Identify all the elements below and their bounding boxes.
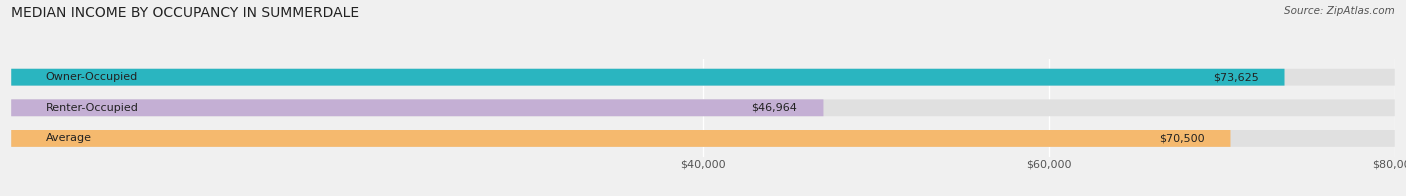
FancyBboxPatch shape [11,99,1395,116]
FancyBboxPatch shape [11,99,824,116]
Text: $70,500: $70,500 [1159,133,1205,143]
Text: Source: ZipAtlas.com: Source: ZipAtlas.com [1284,6,1395,16]
FancyBboxPatch shape [11,130,1395,147]
Text: $46,964: $46,964 [752,103,797,113]
FancyBboxPatch shape [11,130,1230,147]
Text: Owner-Occupied: Owner-Occupied [46,72,138,82]
Text: Average: Average [46,133,91,143]
Text: $73,625: $73,625 [1213,72,1258,82]
FancyBboxPatch shape [11,69,1285,86]
Text: MEDIAN INCOME BY OCCUPANCY IN SUMMERDALE: MEDIAN INCOME BY OCCUPANCY IN SUMMERDALE [11,6,360,20]
Text: Renter-Occupied: Renter-Occupied [46,103,139,113]
FancyBboxPatch shape [11,69,1395,86]
